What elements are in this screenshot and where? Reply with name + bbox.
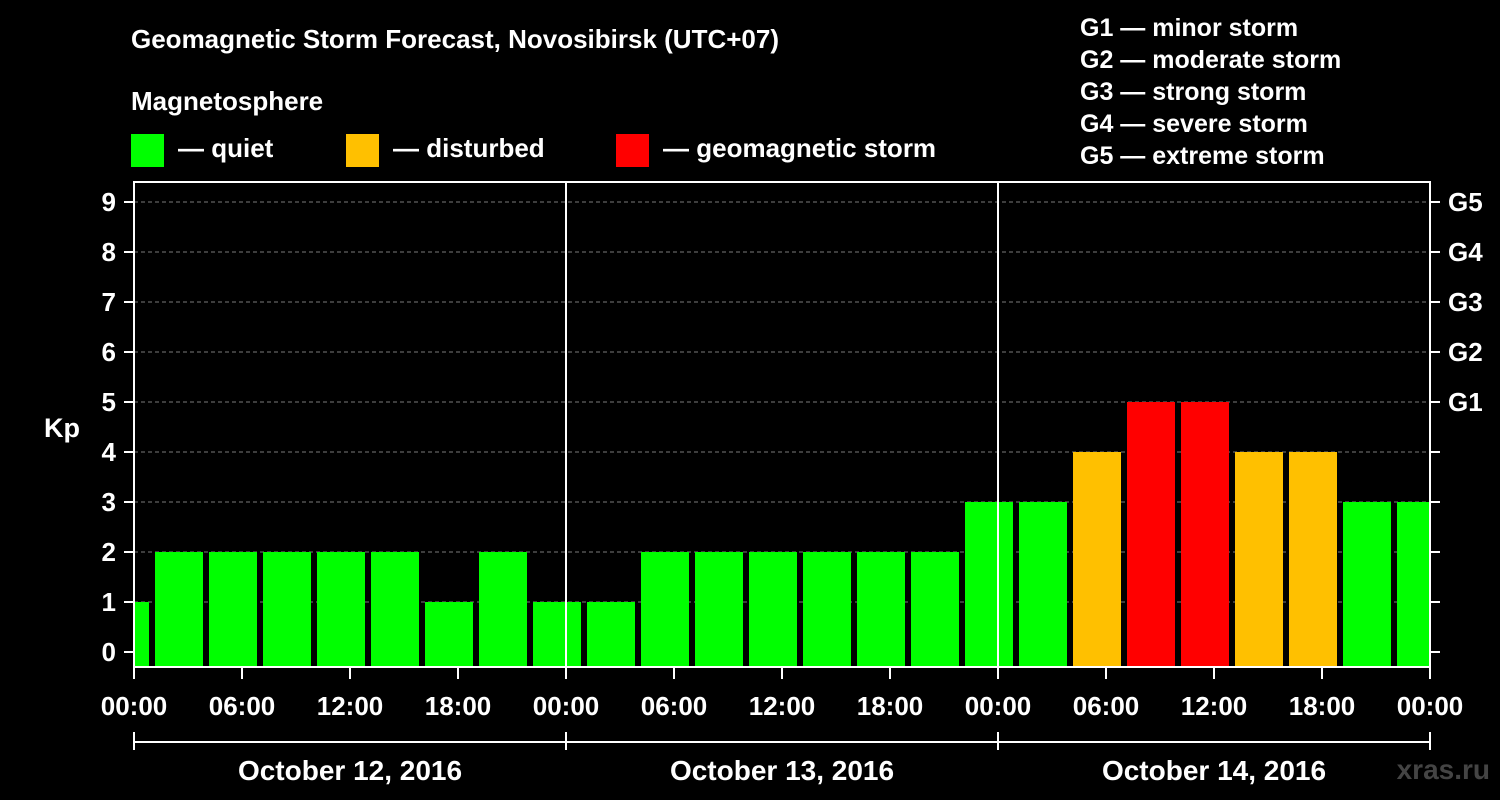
legend-label-storm: — geomagnetic storm [663,133,937,163]
date-label: October 14, 2016 [1102,755,1326,786]
kp-bar [1019,502,1067,667]
kp-bar [209,552,257,667]
kp-bar [803,552,851,667]
x-tick-label: 00:00 [101,691,168,721]
y-tick-label: 2 [102,537,116,567]
kp-bar [425,602,473,667]
x-tick-label: 18:00 [857,691,924,721]
date-label: October 13, 2016 [670,755,894,786]
kp-bar [1181,402,1229,667]
watermark: xras.ru [1396,754,1490,785]
x-tick-label: 00:00 [1397,691,1464,721]
y-axis-label: Kp [44,413,80,443]
g-scale-g2: G2 — moderate storm [1080,46,1342,74]
legend-swatch-storm [616,134,649,167]
kp-bar [1127,402,1175,667]
kp-bar [749,552,797,667]
kp-bar [911,552,959,667]
x-tick-label: 06:00 [1073,691,1140,721]
x-tick-label: 00:00 [965,691,1032,721]
chart-title: Geomagnetic Storm Forecast, Novosibirsk … [131,24,780,54]
y-tick-label: 6 [102,337,116,367]
legend-swatch-disturbed [346,134,379,167]
legend-swatch-quiet [131,134,164,167]
y-tick-label: 7 [102,287,116,317]
kp-bar [641,552,689,667]
kp-bar [533,602,581,667]
kp-bar [1289,452,1337,667]
x-tick-label: 00:00 [533,691,600,721]
x-tick-label: 06:00 [209,691,276,721]
kp-bar [857,552,905,667]
g-level-label: G2 [1448,337,1483,367]
x-tick-label: 12:00 [317,691,384,721]
g-scale-g4: G4 — severe storm [1080,110,1308,138]
g-level-label: G3 [1448,287,1483,317]
date-label: October 12, 2016 [238,755,462,786]
y-tick-label: 5 [102,387,116,417]
g-scale-g1: G1 — minor storm [1080,14,1299,42]
y-tick-label: 9 [102,187,116,217]
kp-bar [479,552,527,667]
kp-bar [371,552,419,667]
kp-bar [1073,452,1121,667]
kp-bar [155,552,203,667]
x-tick-label: 12:00 [1181,691,1248,721]
g-scale-g3: G3 — strong storm [1080,78,1307,106]
x-tick-label: 12:00 [749,691,816,721]
g-level-label: G4 [1448,237,1483,267]
y-tick-label: 3 [102,487,116,517]
g-level-label: G1 [1448,387,1483,417]
x-tick-label: 18:00 [425,691,492,721]
kp-bar [695,552,743,667]
g-level-label: G5 [1448,187,1483,217]
y-tick-label: 8 [102,237,116,267]
kp-bar [1343,502,1391,667]
legend-label-disturbed: — disturbed [393,133,545,163]
kp-bar [263,552,311,667]
y-tick-label: 4 [102,437,117,467]
legend-heading: Magnetosphere [131,86,324,116]
kp-bar [1397,502,1429,667]
y-tick-label: 1 [102,587,116,617]
y-tick-label: 0 [102,637,116,667]
x-tick-label: 18:00 [1289,691,1356,721]
x-tick-label: 06:00 [641,691,708,721]
kp-bar [1235,452,1283,667]
kp-bar [587,602,635,667]
kp-bar [317,552,365,667]
kp-bar [965,502,1013,667]
legend-label-quiet: — quiet [178,133,274,163]
g-scale-g5: G5 — extreme storm [1080,142,1325,170]
kp-bar [135,602,149,667]
